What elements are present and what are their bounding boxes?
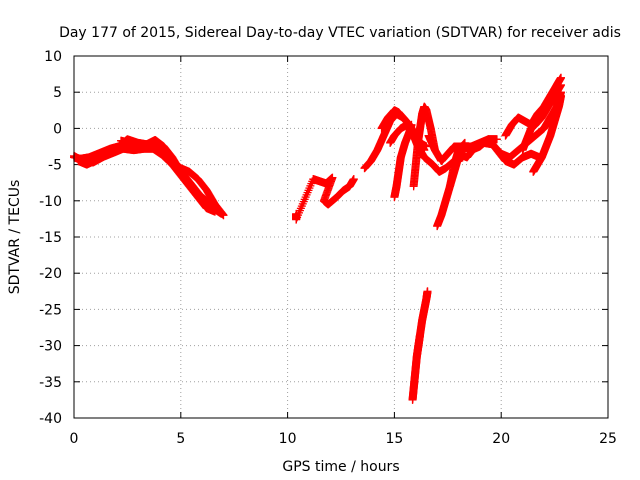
y-tick-label: -20 (39, 266, 62, 282)
x-axis-label: GPS time / hours (282, 459, 399, 475)
x-tick-label: 20 (492, 431, 510, 447)
y-axis-label: SDTVAR / TECUs (7, 180, 23, 295)
data-point (219, 211, 228, 220)
y-tick-label: 10 (44, 49, 62, 65)
y-tick-label: -25 (39, 302, 62, 318)
x-tick-label: 5 (176, 431, 185, 447)
series-arc-isolated (292, 173, 358, 224)
series-arc-morning-d (116, 136, 228, 220)
y-tick-label: -15 (39, 230, 62, 246)
y-tick-label: -30 (39, 339, 62, 355)
axis-ticks: 0 5 10 15 20 25 10 5 0 -5 -10 -15 -20 -25 -30 -35 -40 (39, 49, 617, 447)
chart-title: Day 177 of 2015, Sidereal Day-to-day VTE… (59, 25, 621, 41)
y-tick-label: 5 (53, 85, 62, 101)
x-tick-label: 25 (599, 431, 617, 447)
y-tick-label: -5 (48, 158, 62, 174)
y-tick-label: -10 (39, 194, 62, 210)
data-points (70, 73, 566, 404)
grid-lines (74, 56, 608, 418)
y-tick-label: -35 (39, 375, 62, 391)
x-tick-label: 0 (70, 431, 79, 447)
y-tick-label: -40 (39, 411, 62, 427)
y-tick-label: 0 (53, 121, 62, 137)
x-tick-label: 10 (279, 431, 297, 447)
x-tick-label: 15 (385, 431, 403, 447)
